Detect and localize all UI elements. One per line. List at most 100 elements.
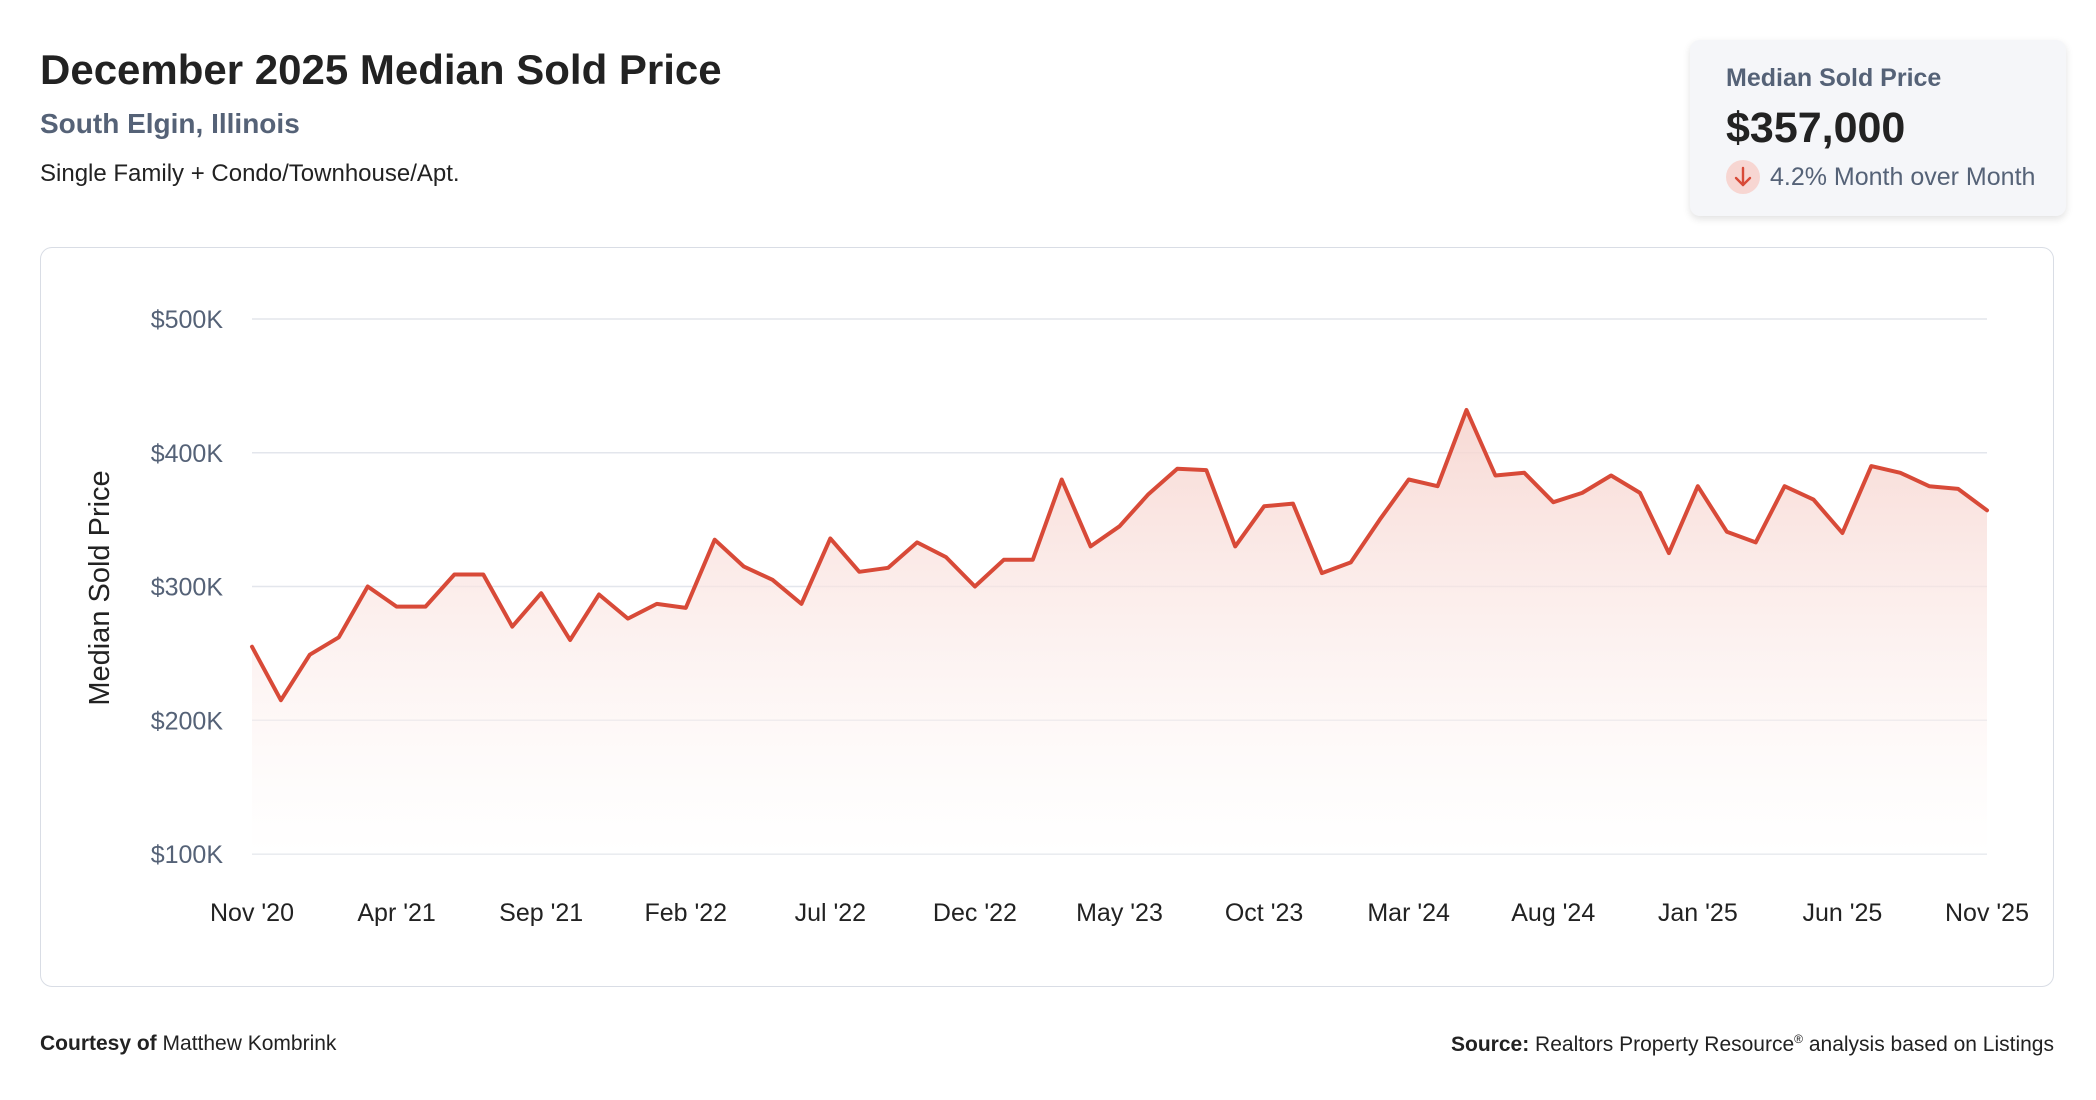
data-point [712, 537, 718, 543]
median-price-stat-card: Median Sold Price $357,000 4.2% Month ov… [1690, 40, 2066, 216]
arrow-down-icon [1726, 160, 1760, 194]
data-point [1088, 543, 1094, 549]
data-point [1059, 477, 1065, 483]
data-point [1319, 570, 1325, 576]
data-point [336, 634, 342, 640]
stat-value: $357,000 [1726, 104, 1906, 152]
x-tick-label: Aug '24 [1511, 899, 1595, 927]
y-tick-label: $200K [151, 707, 224, 735]
data-point [1203, 467, 1209, 473]
data-point [1406, 477, 1412, 483]
data-point [1464, 407, 1470, 413]
data-point [1001, 557, 1007, 563]
data-point [1290, 501, 1296, 507]
data-point [972, 584, 978, 590]
data-point [1550, 499, 1556, 505]
data-point [249, 644, 255, 650]
courtesy-name: Matthew Kombrink [162, 1032, 337, 1055]
x-tick-label: Jun '25 [1802, 899, 1882, 927]
y-tick-label: $300K [151, 574, 224, 602]
median-price-chart: $100K $200K $300K $400K $500K Nov '20 Apr '21… [84, 306, 2029, 927]
data-point [1695, 483, 1701, 489]
data-point [798, 601, 804, 607]
data-point [1030, 557, 1036, 563]
data-point [914, 539, 920, 545]
y-tick-label: $100K [151, 841, 224, 869]
data-point [827, 535, 833, 541]
stat-change: 4.2% Month over Month [1726, 160, 2035, 194]
x-tick-label: Jan '25 [1658, 899, 1738, 927]
x-tick-label: Feb '22 [644, 899, 727, 927]
x-tick-label: Oct '23 [1225, 899, 1303, 927]
data-point [1377, 517, 1383, 523]
data-point [538, 590, 544, 596]
x-tick-label: Dec '22 [933, 899, 1017, 927]
data-point [1637, 490, 1643, 496]
stat-label: Median Sold Price [1726, 64, 1942, 92]
x-tick-label: May '23 [1076, 899, 1163, 927]
series-line [250, 408, 1989, 703]
x-tick-label: Mar '24 [1367, 899, 1450, 927]
data-point [596, 592, 602, 598]
data-point [1117, 523, 1123, 529]
data-point [885, 565, 891, 571]
data-point [683, 605, 689, 611]
x-tick-label: Jul '22 [795, 899, 866, 927]
data-point [1984, 507, 1990, 513]
data-point [856, 569, 862, 575]
chart-card: $100K $200K $300K $400K $500K Nov '20 Apr '21… [40, 247, 2054, 987]
data-point [1261, 503, 1267, 509]
data-point [567, 637, 573, 643]
location-subtitle: South Elgin, Illinois [40, 108, 300, 139]
data-point [307, 652, 313, 658]
data-point [943, 554, 949, 560]
data-point [1145, 491, 1151, 497]
data-point [1782, 483, 1788, 489]
data-point [1724, 529, 1730, 535]
data-point [1926, 483, 1932, 489]
data-point [1348, 559, 1354, 565]
data-point [394, 604, 400, 610]
x-tick-label: Nov '20 [210, 899, 294, 927]
x-tick-label: Sep '21 [499, 899, 583, 927]
data-point [741, 563, 747, 569]
page-title: December 2025 Median Sold Price [40, 46, 722, 93]
x-tick-label: Apr '21 [357, 899, 435, 927]
data-point [1579, 490, 1585, 496]
data-point [480, 571, 486, 577]
data-point [1521, 470, 1527, 476]
data-point [1753, 539, 1759, 545]
data-point [1174, 466, 1180, 472]
data-point [1868, 463, 1874, 469]
x-tick-label: Nov '25 [1945, 899, 2029, 927]
data-point [770, 577, 776, 583]
data-point [1435, 483, 1441, 489]
y-axis-label: Median Sold Price [84, 470, 116, 705]
data-point [1232, 543, 1238, 549]
courtesy-label: Courtesy of [40, 1032, 157, 1055]
data-point [1608, 472, 1614, 478]
y-tick-label: $500K [151, 306, 224, 334]
source-footer: Source: Realtors Property Resource® anal… [1451, 1032, 2054, 1057]
area-fill [252, 410, 1987, 854]
source-label: Source: [1451, 1033, 1530, 1056]
data-point [1811, 497, 1817, 503]
data-point [509, 624, 515, 630]
stat-change-text: 4.2% Month over Month [1770, 162, 2036, 191]
data-point [654, 601, 660, 607]
data-point [451, 571, 457, 577]
data-point [423, 604, 429, 610]
data-point [1839, 530, 1845, 536]
data-point [625, 616, 631, 622]
y-tick-label: $400K [151, 440, 224, 468]
source-text-suffix: analysis based on Listings [1803, 1033, 2054, 1056]
registered-mark: ® [1794, 1032, 1803, 1046]
data-point [1955, 486, 1961, 492]
data-point [1492, 472, 1498, 478]
data-point [278, 697, 284, 703]
data-point [1666, 550, 1672, 556]
data-point [365, 584, 371, 590]
courtesy-footer: Courtesy of Matthew Kombrink [40, 1032, 336, 1056]
source-text: Realtors Property Resource [1535, 1033, 1795, 1056]
property-types-label: Single Family + Condo/Townhouse/Apt. [40, 160, 460, 187]
